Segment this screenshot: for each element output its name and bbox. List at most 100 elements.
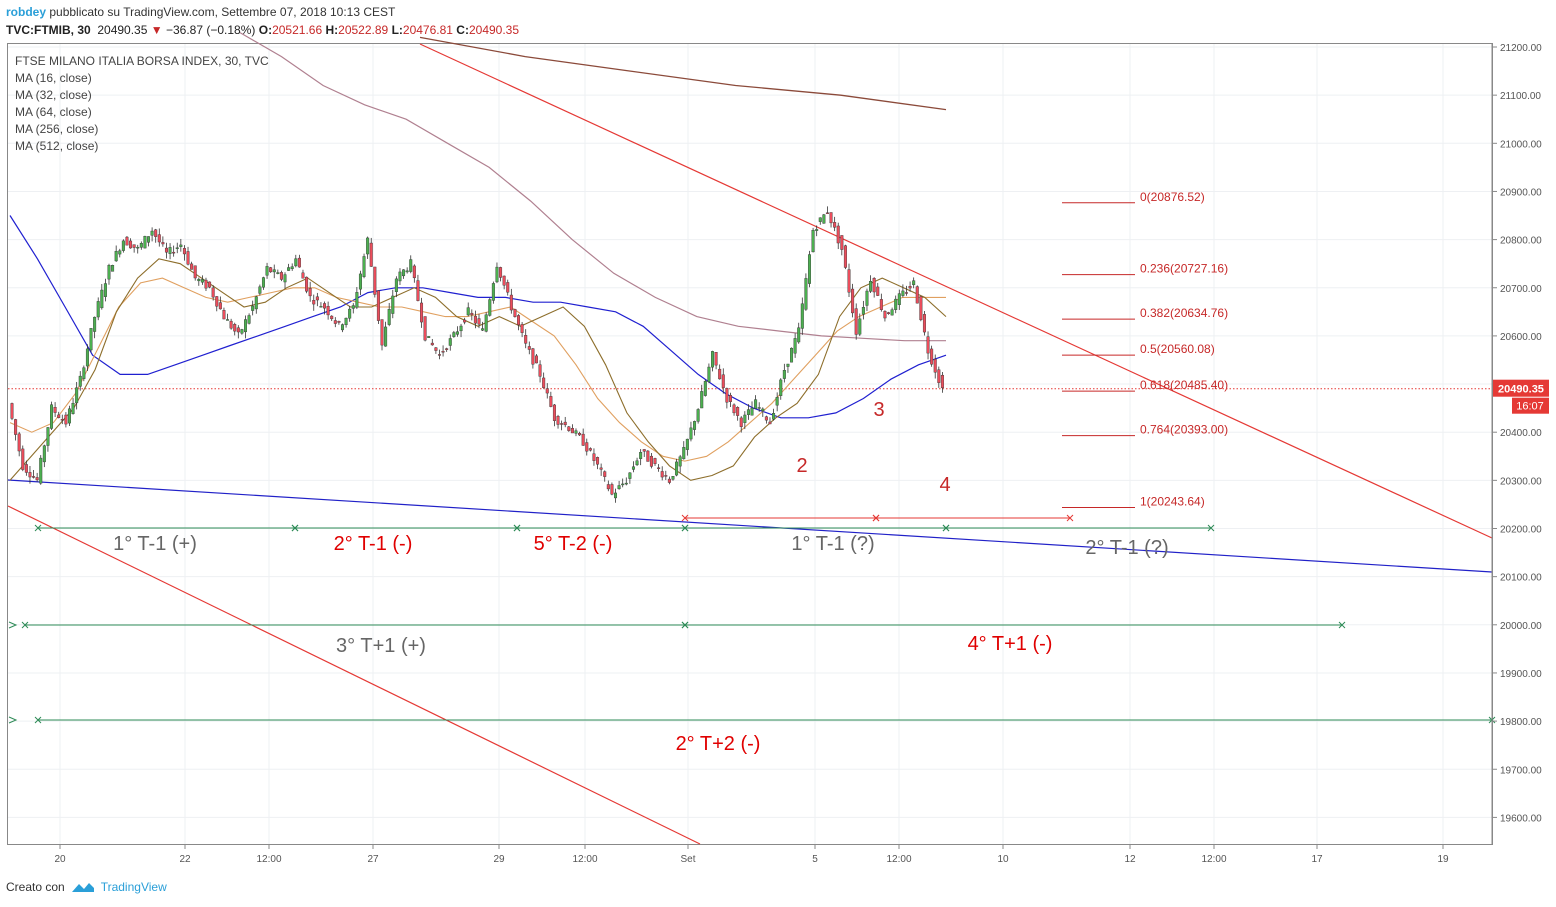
candle-up [614, 492, 618, 499]
candle-down [919, 296, 923, 321]
candle-up [384, 326, 388, 347]
candle-down [552, 404, 556, 421]
candle-down [930, 348, 934, 365]
x-tick-label: 12:00 [256, 854, 281, 865]
candle-up [287, 267, 291, 271]
candle-down [164, 247, 168, 253]
ma32-line [9, 277, 946, 462]
cycle-label: 2° T-1 (-) [334, 533, 413, 555]
candle-down [208, 281, 212, 288]
candle-down [538, 364, 542, 377]
candle-down [420, 302, 424, 323]
legend-ma256[interactable]: MA (256, close) [15, 122, 99, 136]
candle-up [261, 277, 265, 288]
candle-up [624, 482, 628, 485]
legend-ma32[interactable]: MA (32, close) [15, 88, 92, 102]
upper-trendline [419, 43, 1493, 539]
candle-up [671, 476, 675, 480]
candle-up [488, 299, 492, 316]
candle-down [437, 354, 441, 356]
candle-down [373, 266, 377, 295]
candle-up [621, 483, 625, 486]
x-tick-label: 5 [812, 854, 818, 865]
candle-down [376, 290, 380, 321]
candle-up [82, 367, 86, 379]
candle-down [843, 245, 847, 268]
x-tick-label: Set [680, 854, 695, 865]
candle-up [319, 306, 323, 308]
x-tick-label: 20 [54, 854, 66, 865]
candle-up [793, 338, 797, 354]
legend-ma512[interactable]: MA (512, close) [15, 139, 99, 153]
candle-up [247, 315, 251, 324]
candle-down [570, 428, 574, 434]
high-label: H: [325, 23, 339, 37]
candle-down [825, 212, 829, 214]
candle-up [894, 298, 898, 310]
candle-up [143, 236, 147, 249]
candle-up [797, 327, 801, 343]
candle-up [398, 271, 402, 282]
low-label: L: [391, 23, 403, 37]
candle-down [502, 275, 506, 286]
author-name[interactable]: robdey [6, 5, 47, 19]
candle-up [822, 214, 826, 224]
candle-down [172, 251, 176, 254]
published-info: pubblicato su TradingView.com, Settembre… [49, 5, 396, 19]
candle-up [481, 328, 485, 331]
x-tick-label: 10 [997, 854, 1009, 865]
fib-level-label: 0.764(20393.00) [1140, 423, 1228, 437]
candle-up [448, 338, 452, 346]
candle-up [200, 279, 204, 283]
candle-up [818, 217, 822, 222]
candle-down [847, 269, 851, 293]
candle-up [85, 348, 89, 367]
candle-down [24, 464, 28, 473]
cycle-label: 4° T+1 (-) [968, 633, 1053, 655]
candle-up [484, 314, 488, 332]
range-marker-icon [34, 524, 42, 532]
range-arrow-icon [8, 716, 18, 724]
ma512-line [419, 36, 947, 111]
candle-down [308, 288, 312, 297]
candle-up [890, 309, 894, 316]
candle-down [315, 296, 319, 301]
candle-down [326, 305, 330, 316]
legend-ma64[interactable]: MA (64, close) [15, 105, 92, 119]
countdown-tag-label: 16:07 [1516, 401, 1544, 413]
candle-up [103, 283, 107, 297]
candle-down [657, 467, 661, 469]
candle-up [93, 316, 97, 332]
candle-down [581, 433, 585, 446]
candle-up [362, 256, 366, 277]
candle-down [269, 267, 273, 273]
x-tick-label: 12:00 [572, 854, 597, 865]
candle-down [545, 388, 549, 394]
legend-ma16[interactable]: MA (16, close) [15, 71, 92, 85]
candle-down [667, 478, 671, 483]
moving-averages [9, 32, 947, 481]
candle-up [340, 324, 344, 331]
candle-down [233, 324, 237, 332]
candle-up [136, 246, 140, 249]
x-tick-label: 19 [1437, 854, 1449, 865]
candle-up [495, 266, 499, 283]
tradingview-link[interactable]: TradingView [100, 880, 167, 894]
candle-down [434, 347, 438, 351]
ma64-line [9, 215, 947, 419]
candle-down [833, 222, 837, 228]
candle-down [649, 455, 653, 467]
candle-down [599, 467, 603, 470]
candle-up [179, 244, 183, 248]
last-price-tag-label: 20490.35 [1498, 384, 1544, 396]
candle-up [858, 318, 862, 335]
candle-down [10, 403, 14, 419]
legend-title[interactable]: FTSE MILANO ITALIA BORSA INDEX, 30, TVC [15, 54, 269, 68]
candle-up [100, 289, 104, 309]
candle-down [937, 369, 941, 383]
candle-down [499, 267, 503, 278]
y-tick-label: 20300.00 [1500, 476, 1542, 487]
candle-down [236, 327, 240, 333]
candle-up [703, 381, 707, 396]
